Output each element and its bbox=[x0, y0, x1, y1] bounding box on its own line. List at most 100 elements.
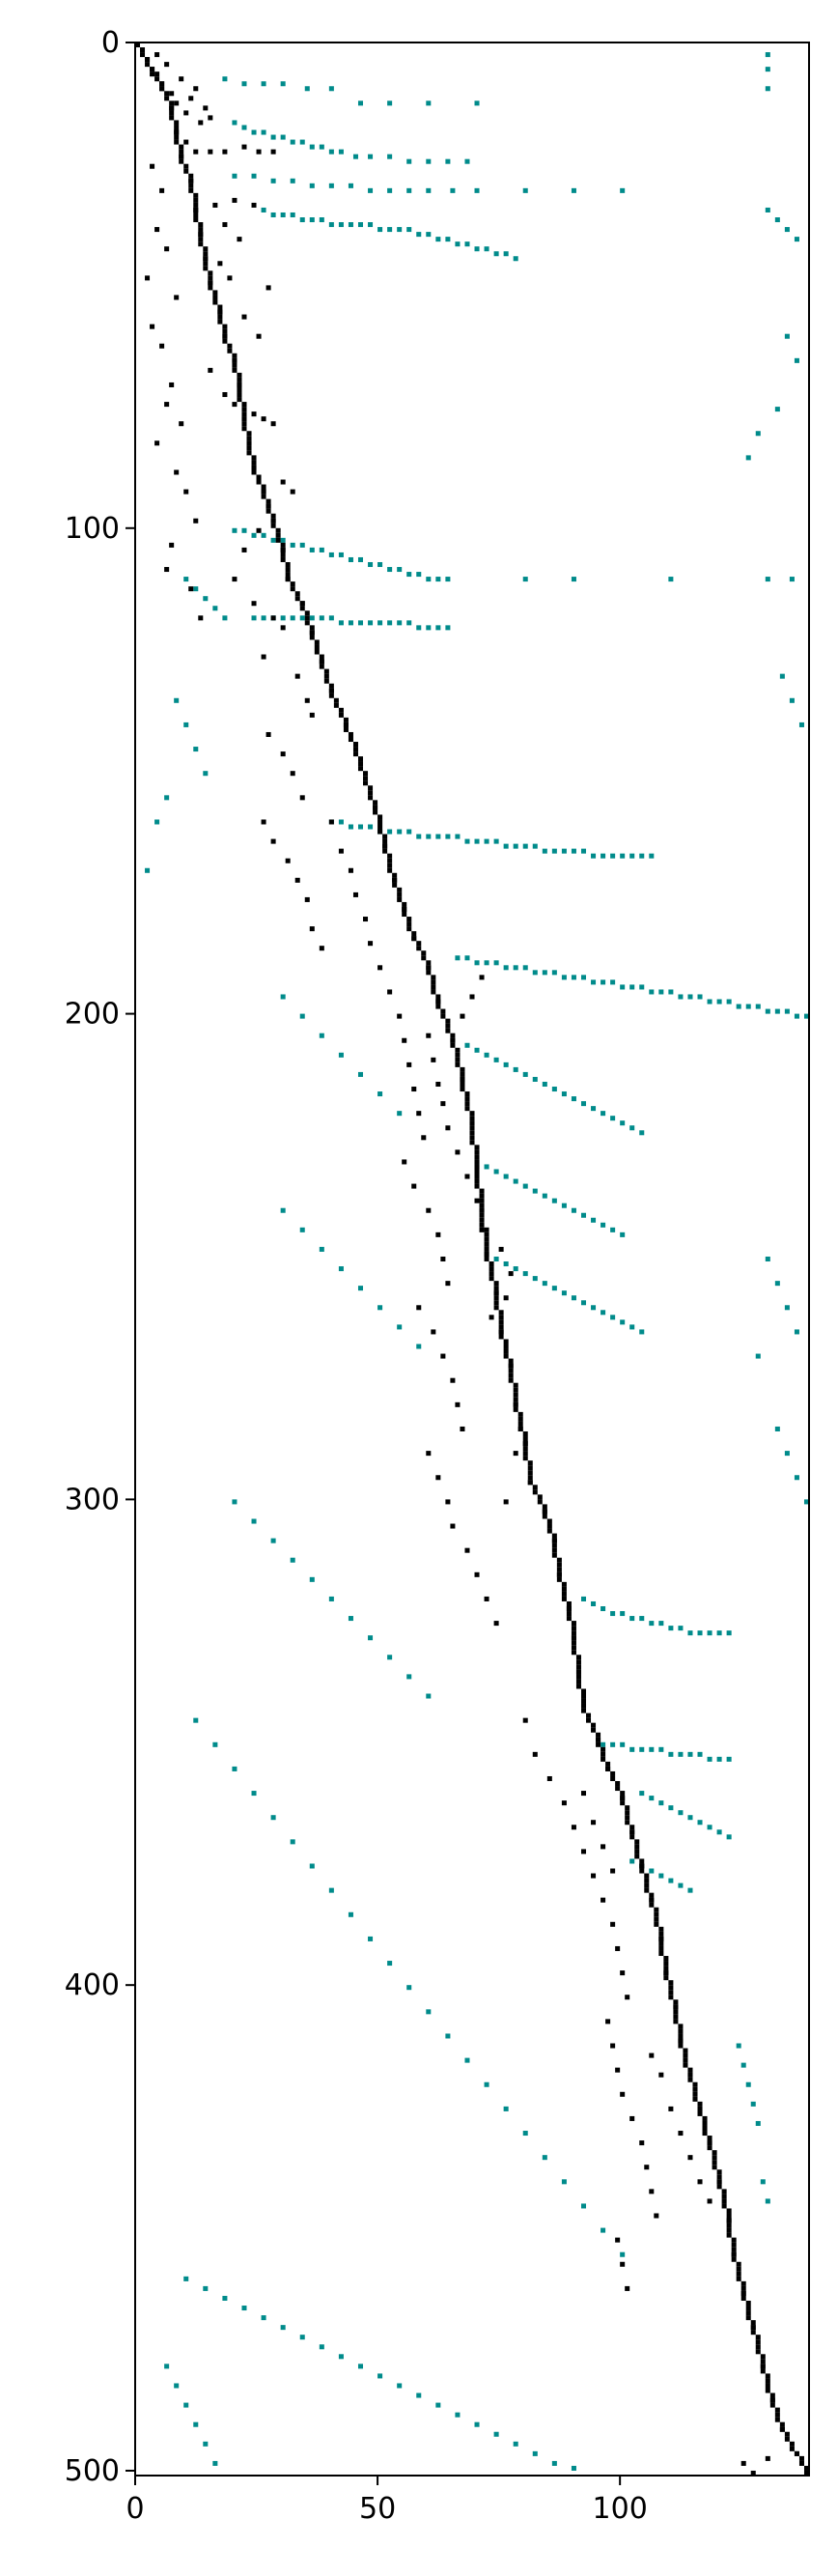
cell-secondary bbox=[532, 1276, 538, 1282]
cell-primary-path bbox=[348, 737, 353, 743]
cell-primary-path bbox=[251, 469, 257, 475]
cell-secondary bbox=[620, 187, 626, 193]
cell-primary-path bbox=[755, 2335, 761, 2340]
cell-primary-path bbox=[368, 785, 374, 791]
cell-secondary bbox=[464, 241, 470, 247]
cell-primary-path bbox=[241, 402, 247, 408]
cell-secondary bbox=[551, 2460, 557, 2466]
cell-primary-path bbox=[150, 67, 155, 72]
cell-primary bbox=[440, 1256, 446, 1262]
cell-secondary bbox=[338, 819, 344, 825]
cell-secondary bbox=[765, 207, 770, 212]
cell-primary bbox=[193, 149, 199, 155]
y-tick-label: 500 bbox=[65, 2454, 120, 2488]
cell-primary-path bbox=[373, 809, 378, 815]
cell-secondary bbox=[397, 2383, 403, 2389]
cell-primary bbox=[150, 71, 155, 77]
cell-primary-path bbox=[503, 1339, 509, 1345]
cell-primary-path bbox=[237, 377, 242, 382]
cell-primary bbox=[352, 892, 358, 897]
cell-primary-path bbox=[551, 1538, 557, 1543]
cell-secondary bbox=[610, 1116, 616, 1121]
cell-primary-path bbox=[323, 668, 329, 674]
cell-primary bbox=[402, 1037, 407, 1043]
cell-primary bbox=[270, 838, 276, 844]
cell-secondary bbox=[426, 232, 432, 238]
cell-primary-path bbox=[566, 1600, 572, 1606]
cell-secondary bbox=[668, 1805, 674, 1811]
cell-primary-path bbox=[256, 479, 262, 485]
cell-primary bbox=[561, 1800, 567, 1806]
cell-primary bbox=[649, 2189, 655, 2194]
cell-secondary bbox=[426, 577, 432, 582]
cell-primary-path bbox=[227, 343, 233, 349]
cell-primary-path bbox=[736, 2266, 741, 2272]
cell-primary-path bbox=[431, 979, 436, 985]
cell-secondary bbox=[387, 154, 393, 159]
cell-primary bbox=[620, 2261, 626, 2267]
cell-primary bbox=[154, 227, 160, 233]
cell-secondary bbox=[455, 2412, 461, 2418]
cell-primary-path bbox=[343, 722, 349, 727]
cell-secondary bbox=[338, 620, 344, 626]
cell-primary-path bbox=[164, 91, 170, 97]
cell-secondary bbox=[678, 994, 684, 1000]
cell-secondary bbox=[455, 241, 461, 247]
cell-primary-path bbox=[794, 2450, 799, 2456]
cell-secondary bbox=[406, 227, 412, 233]
cell-primary bbox=[363, 917, 369, 922]
cell-secondary bbox=[357, 556, 364, 562]
cell-primary-path bbox=[285, 567, 291, 573]
cell-primary-path bbox=[745, 2306, 751, 2311]
cell-secondary bbox=[513, 965, 518, 971]
cell-primary-path bbox=[474, 1169, 480, 1175]
cell-secondary bbox=[687, 994, 693, 1000]
cell-primary-path bbox=[522, 1456, 528, 1461]
cell-primary bbox=[464, 1174, 470, 1179]
cell-primary-path bbox=[663, 1970, 669, 1976]
cell-secondary bbox=[493, 1057, 499, 1062]
cell-primary bbox=[765, 2455, 770, 2461]
cell-primary bbox=[649, 2052, 655, 2058]
cell-primary-path bbox=[634, 1849, 640, 1854]
cell-primary-path bbox=[246, 436, 252, 441]
cell-primary-path bbox=[755, 2349, 761, 2355]
cell-secondary bbox=[445, 237, 451, 242]
cell-secondary bbox=[658, 1746, 664, 1752]
cell-primary-path bbox=[440, 1008, 446, 1014]
cell-primary-path bbox=[765, 2373, 770, 2379]
cell-primary-path bbox=[740, 2295, 746, 2301]
cell-secondary bbox=[639, 1616, 645, 1622]
cell-secondary bbox=[348, 1616, 353, 1622]
cell-secondary bbox=[348, 183, 353, 188]
cell-primary-path bbox=[174, 129, 180, 135]
cell-primary bbox=[270, 149, 276, 155]
cell-secondary bbox=[571, 2465, 576, 2471]
cell-primary-path bbox=[654, 1911, 659, 1917]
cell-secondary bbox=[774, 1426, 780, 1431]
x-tick-label: 100 bbox=[593, 2492, 648, 2526]
cell-secondary bbox=[368, 154, 374, 159]
cell-primary-path bbox=[426, 965, 432, 971]
cell-primary-path bbox=[498, 1310, 504, 1316]
cell-primary-path bbox=[179, 149, 184, 155]
cell-primary-path bbox=[498, 1315, 504, 1320]
cell-secondary bbox=[658, 1873, 664, 1879]
cell-primary-path bbox=[571, 1640, 576, 1646]
cell-secondary bbox=[755, 1004, 761, 1009]
cell-primary-path bbox=[493, 1295, 499, 1301]
cell-primary-path bbox=[460, 1076, 465, 1082]
cell-primary-path bbox=[551, 1552, 557, 1558]
cell-primary-path bbox=[716, 2169, 722, 2175]
cell-primary-path bbox=[169, 110, 175, 116]
cell-primary bbox=[222, 392, 228, 398]
cell-secondary bbox=[280, 212, 286, 218]
cell-primary-path bbox=[712, 2150, 717, 2156]
cell-primary-path bbox=[774, 2407, 780, 2413]
cell-secondary bbox=[357, 222, 364, 228]
cell-secondary bbox=[474, 1047, 480, 1053]
cell-secondary bbox=[687, 1630, 693, 1636]
cell-primary-path bbox=[357, 756, 364, 762]
cell-secondary bbox=[580, 1596, 587, 1601]
cell-secondary bbox=[687, 1751, 693, 1757]
